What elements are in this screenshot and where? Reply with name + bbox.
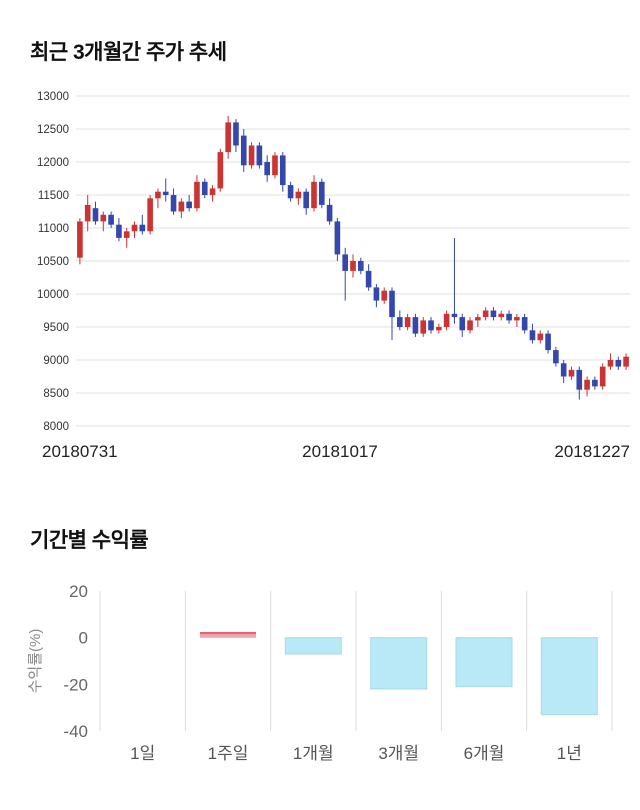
svg-text:3개월: 3개월	[378, 744, 419, 763]
y-tick-labels: 8000 8500 9000 9500 10000 10500 11000 11500 1200…	[37, 91, 69, 433]
price-chart-x-axis: 20180731 20181017 20181227	[0, 442, 640, 466]
returns-bar-chart: 20 0 -20 -40 1일 1주일 1개월 3개월 6개월 1년 수익률(%)	[0, 575, 640, 785]
svg-text:1주일: 1주일	[208, 744, 249, 763]
price-candlestick-chart: 8000 8500 9000 9500 10000 10500 11000 11500 1200…	[0, 88, 640, 434]
svg-text:10500: 10500	[37, 256, 69, 268]
y-axis-title: 수익률(%)	[27, 629, 44, 694]
x-axis-label-start: 20180731	[42, 442, 118, 461]
svg-text:9500: 9500	[43, 322, 69, 334]
svg-text:8500: 8500	[43, 388, 69, 400]
svg-text:10000: 10000	[37, 289, 69, 301]
svg-text:13000: 13000	[37, 91, 69, 103]
x-axis-label-end: 20181227	[554, 442, 630, 461]
gridlines	[99, 591, 613, 731]
svg-text:-20: -20	[63, 675, 88, 694]
svg-text:0: 0	[79, 629, 88, 648]
svg-text:12500: 12500	[37, 124, 69, 136]
bars	[200, 632, 598, 716]
y-tick-labels: 20 0 -20 -40	[63, 582, 88, 741]
svg-text:6개월: 6개월	[464, 744, 505, 763]
svg-text:20: 20	[69, 582, 88, 601]
svg-text:11000: 11000	[38, 223, 69, 235]
svg-text:1년: 1년	[557, 744, 582, 763]
price-chart-title: 최근 3개월간 주가 추세	[30, 41, 227, 64]
svg-text:12000: 12000	[37, 157, 69, 169]
svg-text:-40: -40	[63, 722, 88, 741]
returns-chart-title: 기간별 수익률	[30, 529, 149, 552]
candles	[77, 115, 629, 400]
svg-text:11500: 11500	[38, 190, 69, 202]
svg-text:1일: 1일	[130, 744, 155, 763]
svg-text:9000: 9000	[43, 355, 69, 367]
x-axis-label-mid: 20181017	[302, 442, 378, 461]
svg-text:8000: 8000	[43, 421, 69, 433]
x-category-labels: 1일 1주일 1개월 3개월 6개월 1년	[130, 744, 582, 763]
svg-text:1개월: 1개월	[293, 744, 334, 763]
